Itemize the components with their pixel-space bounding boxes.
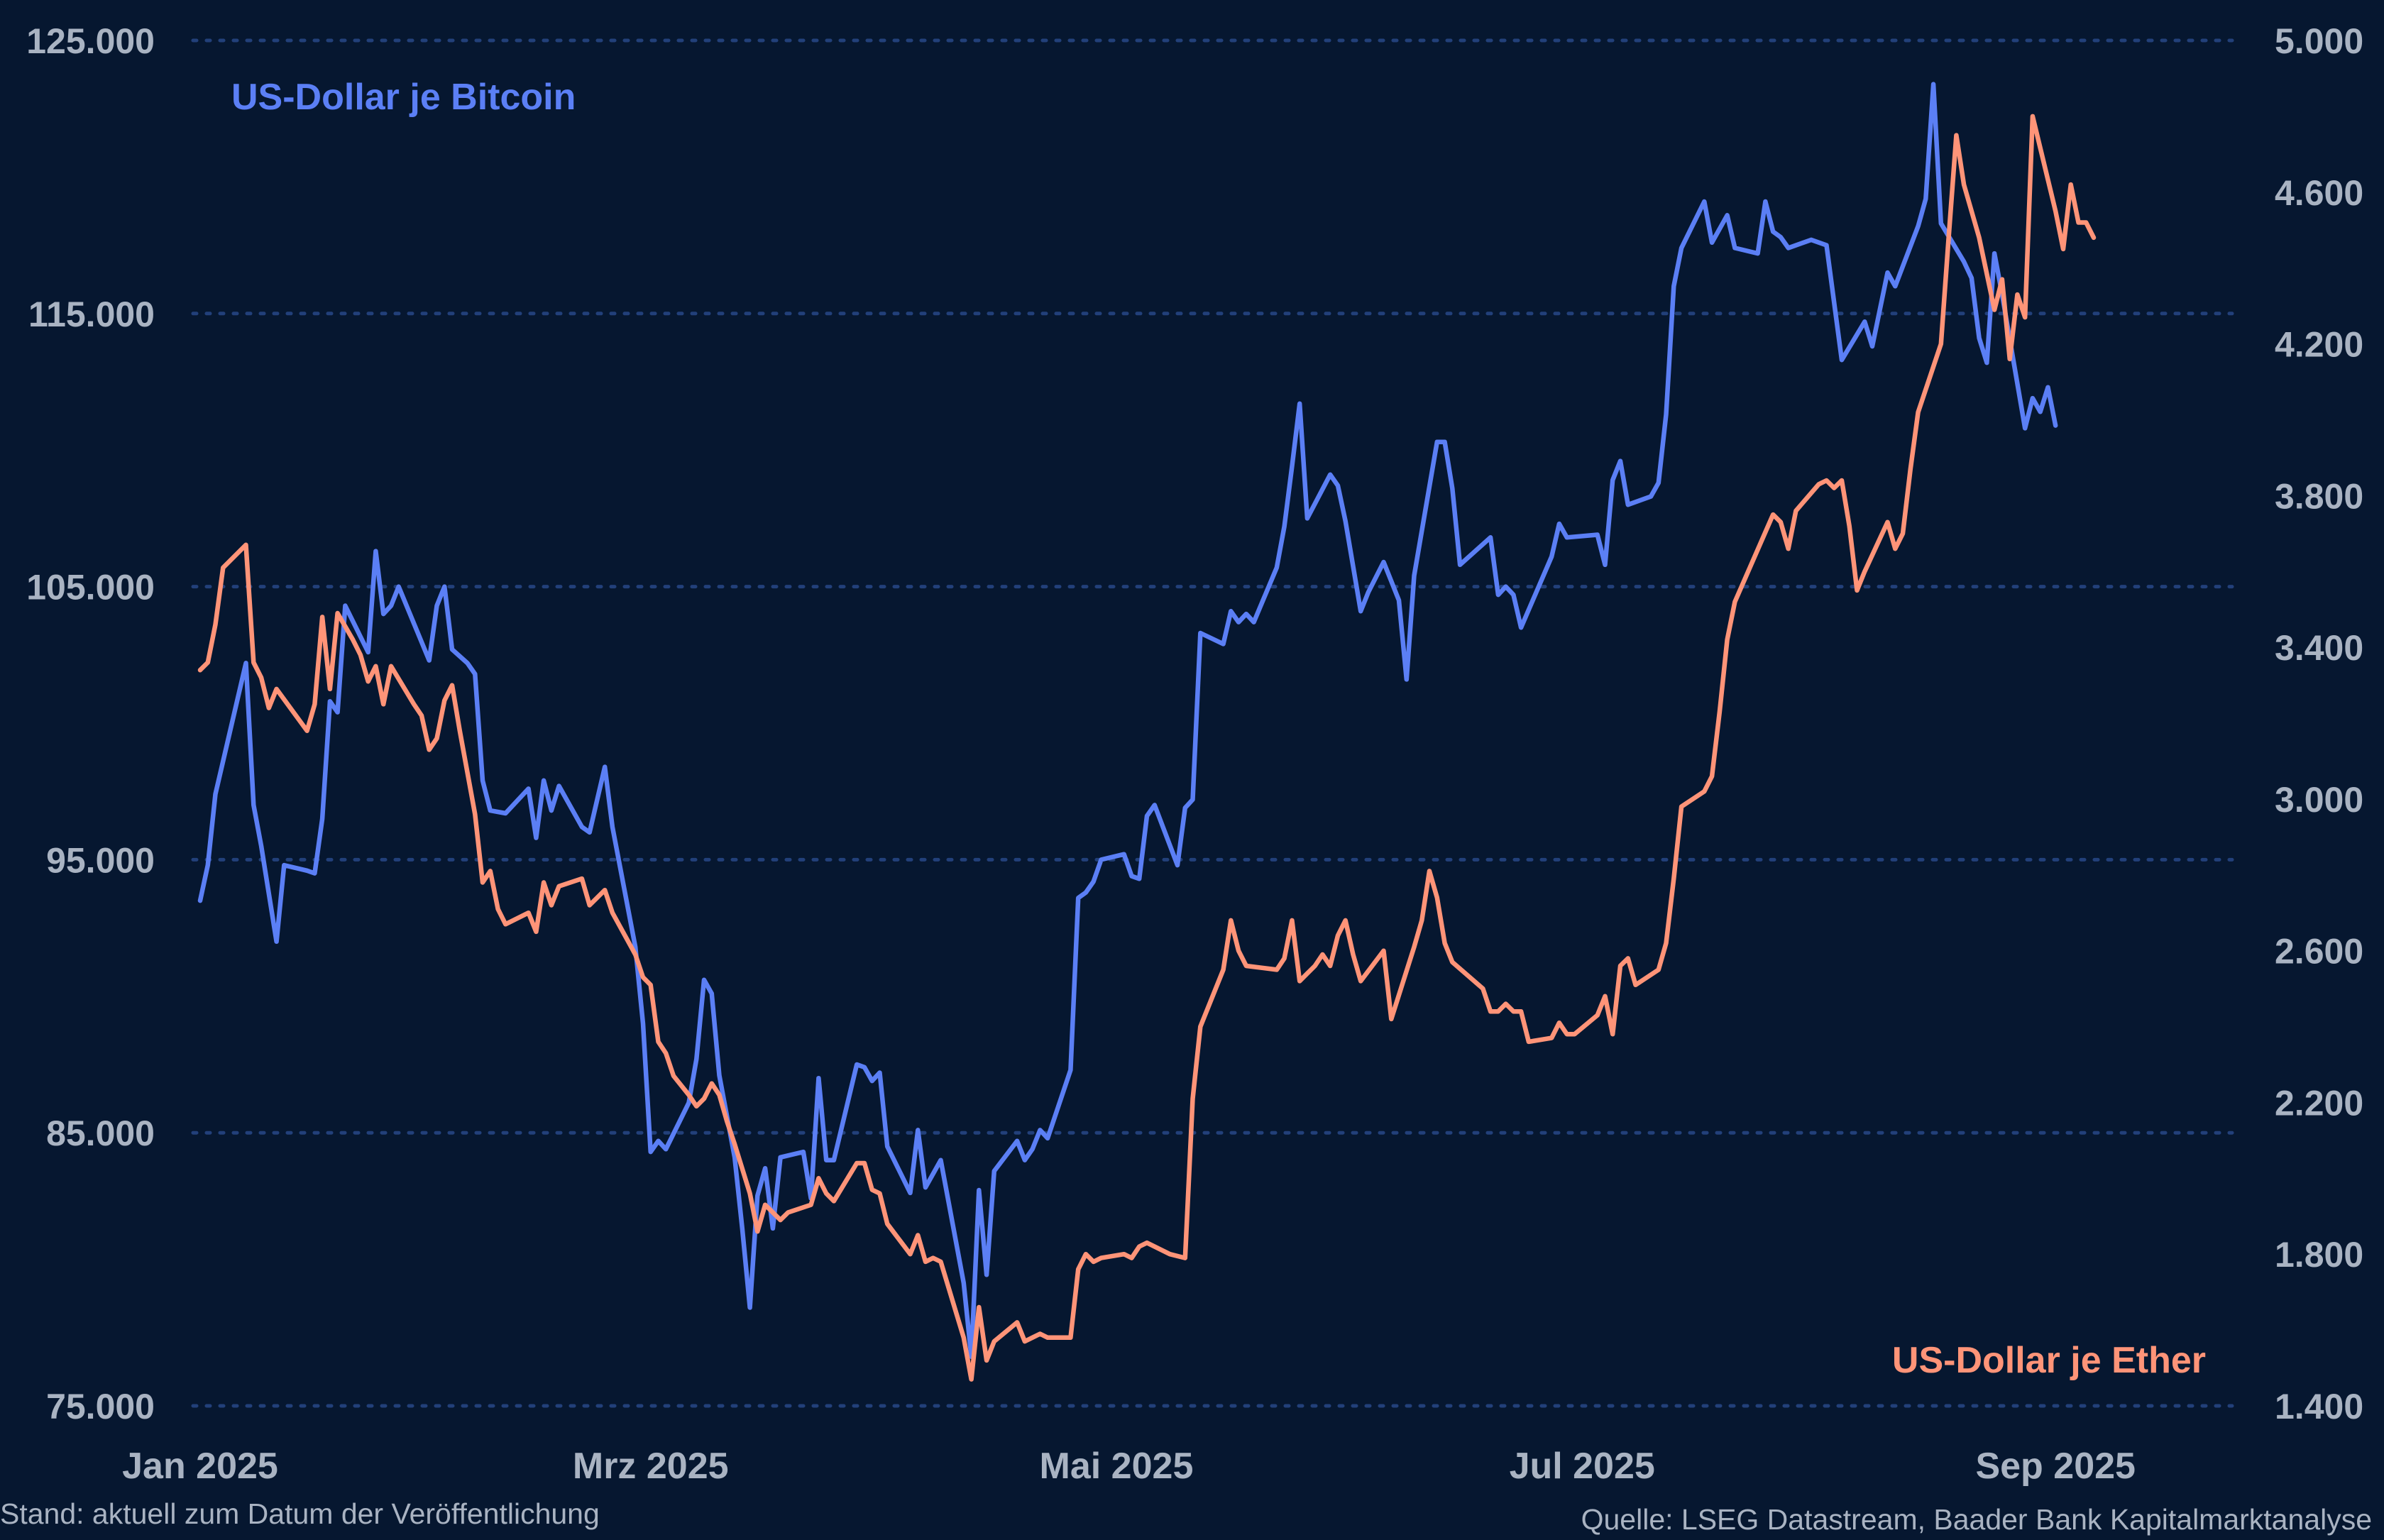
right-axis-tick-label: 2.600 <box>2275 932 2363 972</box>
ether-series-label: US-Dollar je Ether <box>1892 1340 2206 1381</box>
right-axis-tick-label: 4.200 <box>2275 325 2363 365</box>
right-axis-tick-label: 1.800 <box>2275 1235 2363 1275</box>
left-axis: 75.000 85.000 95.000 105.000 115.000 125.000 <box>26 21 155 1426</box>
right-axis-tick-label: 3.400 <box>2275 628 2363 668</box>
right-axis-tick-label: 2.200 <box>2275 1083 2363 1123</box>
x-axis-tick-label: Mrz 2025 <box>573 1446 729 1487</box>
right-axis-tick-label: 3.000 <box>2275 780 2363 820</box>
x-axis-tick-label: Jan 2025 <box>122 1446 278 1487</box>
gridlines <box>191 38 2234 1408</box>
right-axis-tick-label: 4.600 <box>2275 173 2363 213</box>
series-lines <box>197 82 2097 1382</box>
left-axis-tick-label: 85.000 <box>46 1113 155 1153</box>
x-axis: Jan 2025 Mrz 2025 Mai 2025 Jul 2025 Sep 2025 <box>122 1446 2136 1487</box>
right-axis-tick-label: 5.000 <box>2275 21 2363 61</box>
left-axis-tick-label: 105.000 <box>26 568 155 607</box>
x-axis-tick-label: Sep 2025 <box>1975 1446 2136 1487</box>
right-axis-tick-label: 3.800 <box>2275 476 2363 516</box>
left-axis-tick-label: 95.000 <box>46 840 155 880</box>
footer-date-note: Stand: aktuell zum Datum der Veröffentli… <box>0 1497 600 1530</box>
right-axis-tick-label: 1.400 <box>2275 1387 2363 1426</box>
ether-price-line <box>197 114 2097 1382</box>
x-axis-tick-label: Mai 2025 <box>1040 1446 1194 1487</box>
footer-source: Quelle: LSEG Datastream, Baader Bank Kap… <box>1581 1503 2372 1536</box>
bitcoin-series-label: US-Dollar je Bitcoin <box>231 77 576 118</box>
right-axis: 1.400 1.800 2.200 2.600 3.000 3.400 3.800 4.200… <box>2275 21 2363 1426</box>
bitcoin-price-line <box>197 82 2058 1359</box>
left-axis-tick-label: 115.000 <box>28 295 155 334</box>
left-axis-tick-label: 75.000 <box>46 1387 155 1426</box>
x-axis-tick-label: Jul 2025 <box>1510 1446 1655 1487</box>
left-axis-tick-label: 125.000 <box>26 21 155 61</box>
